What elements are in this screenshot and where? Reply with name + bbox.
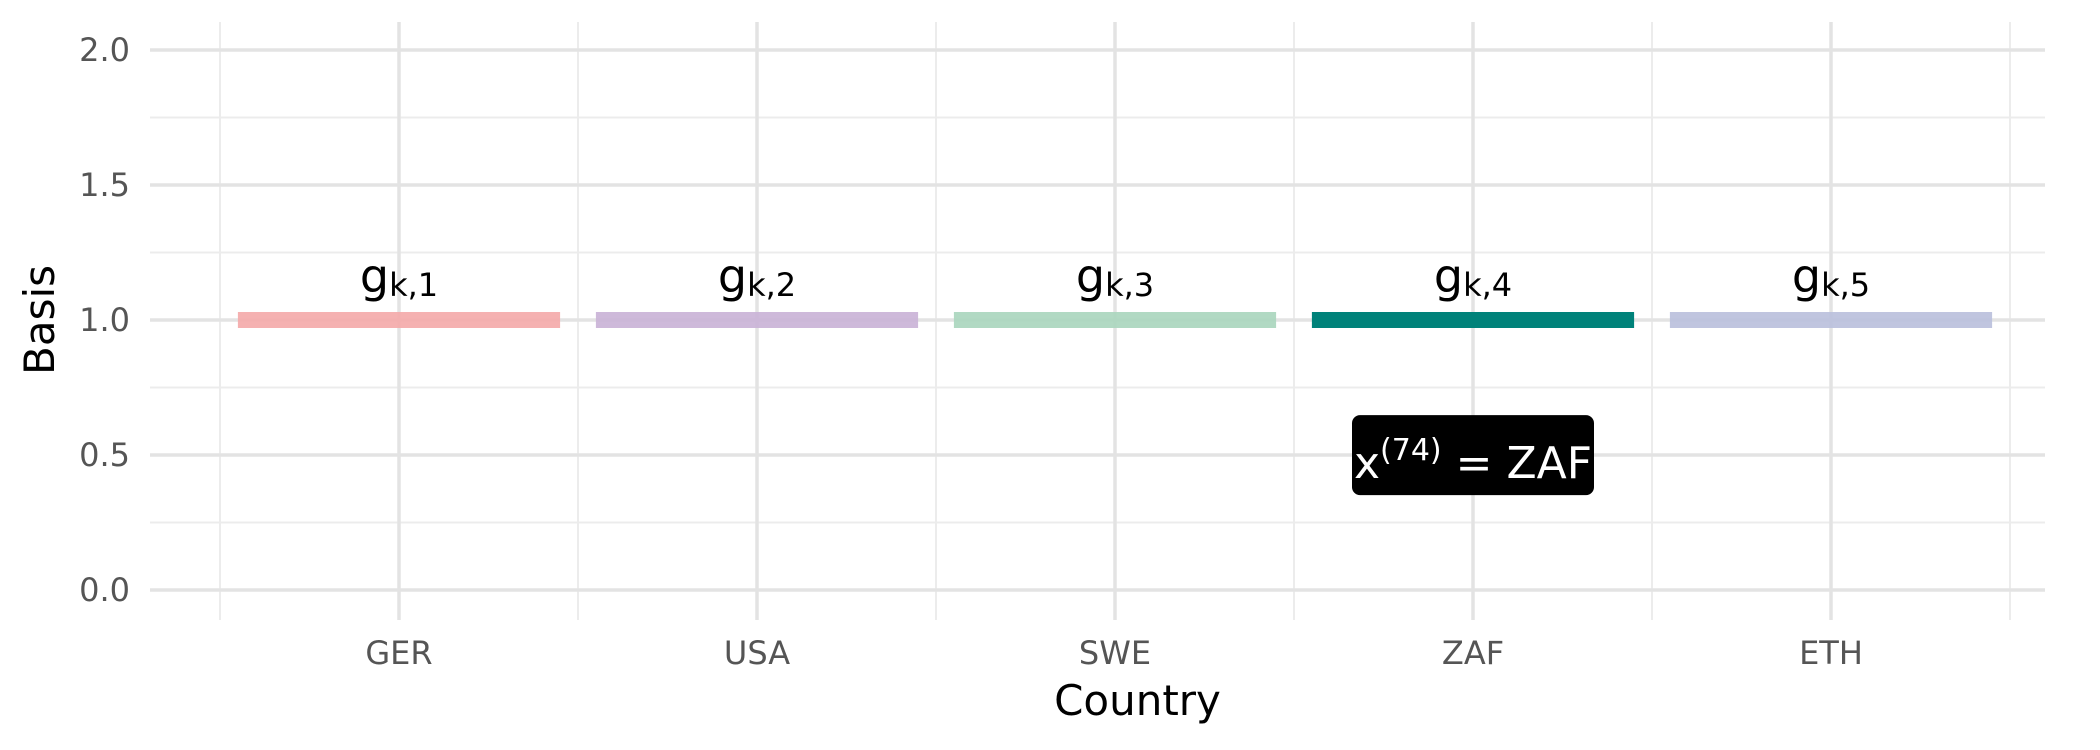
y-tick-labels: 0.0 0.5 1.0 1.5 2.0: [79, 31, 130, 609]
x-tick-label: ZAF: [1442, 634, 1504, 672]
basis-segments: [237, 312, 1993, 328]
annotation-label: x(74) = ZAF: [1352, 415, 1594, 496]
y-tick-label: 0.5: [79, 436, 130, 474]
segment-label-zaf: gk,4: [1434, 249, 1512, 304]
basis-segment-usa: [595, 312, 919, 328]
x-tick-label: ETH: [1799, 634, 1863, 672]
x-tick-label: GER: [365, 634, 432, 672]
basis-segment-zaf: [1311, 312, 1635, 328]
annotation-text: x(74) = ZAF: [1354, 433, 1592, 489]
segment-label-usa: gk,2: [718, 249, 796, 304]
basis-segment-eth: [1669, 312, 1993, 328]
y-tick-label: 1.0: [79, 301, 130, 339]
segment-label-ger: gk,1: [360, 249, 438, 304]
y-tick-label: 0.0: [79, 571, 130, 609]
y-tick-label: 2.0: [79, 31, 130, 69]
y-axis-title: Basis: [15, 265, 64, 375]
x-tick-labels: GER USA SWE ZAF ETH: [365, 634, 1863, 672]
segment-label-eth: gk,5: [1792, 249, 1870, 304]
segment-label-swe: gk,3: [1076, 249, 1154, 304]
basis-segment-swe: [953, 312, 1277, 328]
x-axis-title: Country: [1054, 676, 1221, 725]
x-tick-label: USA: [724, 634, 790, 672]
segment-labels: gk,1 gk,2 gk,3 gk,4 gk,5: [360, 249, 1870, 304]
x-tick-label: SWE: [1079, 634, 1151, 672]
annotation-box: [1352, 415, 1594, 496]
y-tick-label: 1.5: [79, 166, 130, 204]
basis-segment-ger: [237, 312, 561, 328]
